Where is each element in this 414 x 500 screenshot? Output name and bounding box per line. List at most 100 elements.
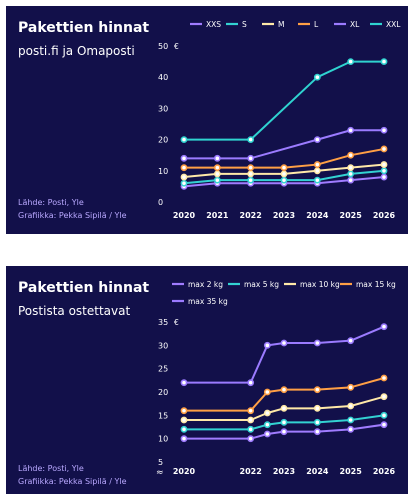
legend-label: L [314, 20, 319, 29]
data-point [280, 164, 288, 172]
data-point [247, 435, 255, 443]
data-point [313, 386, 321, 394]
data-point [280, 170, 288, 178]
data-point [347, 416, 355, 424]
data-point [313, 339, 321, 347]
x-tick-label: 2026 [373, 211, 396, 220]
x-tick-label: 2022 [240, 211, 262, 220]
data-point [380, 58, 388, 65]
data-point [313, 136, 321, 143]
data-point [347, 425, 355, 433]
data-point [380, 411, 388, 419]
x-tick-label: 2024 [306, 211, 329, 220]
x-tick-label: 2023 [273, 467, 295, 476]
x-tick-label: 2024 [306, 467, 329, 476]
credit-text: Grafiikka: Pekka Sipilä / Yle [18, 477, 127, 486]
data-point [347, 58, 355, 65]
y-tick-label: 50 [158, 42, 168, 51]
data-point [213, 170, 221, 178]
y-tick-label: 5 [158, 458, 163, 467]
data-point [213, 176, 221, 184]
data-point [180, 136, 188, 143]
data-point [380, 393, 388, 401]
x-tick-label: 2022 [240, 467, 262, 476]
y-tick-label: 35 [158, 318, 168, 327]
data-point [380, 161, 388, 168]
y-tick-label: 0 [158, 198, 163, 207]
data-point [280, 339, 288, 347]
data-point [247, 154, 255, 162]
y-tick-label: 10 [158, 167, 168, 176]
data-point [347, 170, 355, 178]
data-point [347, 151, 355, 159]
data-point [280, 176, 288, 184]
legend-label: M [278, 20, 284, 29]
data-point [380, 323, 388, 331]
legend-label: XL [350, 20, 360, 29]
legend-label: max 2 kg [188, 280, 223, 289]
legend-label: XXL [386, 20, 401, 29]
data-point [247, 416, 255, 424]
data-point [313, 73, 321, 81]
y-tick-label: 25 [158, 365, 168, 374]
data-point [313, 176, 321, 184]
data-point [180, 435, 188, 443]
legend-label: max 5 kg [244, 280, 279, 289]
series-line [184, 325, 385, 384]
y-tick-label: 40 [158, 73, 168, 82]
data-point [180, 164, 188, 172]
legend-label: XXS [206, 20, 221, 29]
line-chart-2: max 2 kg max 5 kg max 10 kg max 15 kg max 35… [156, 280, 396, 478]
series-line [184, 129, 384, 160]
data-point [247, 379, 255, 387]
data-point [280, 418, 288, 426]
data-point [247, 176, 255, 184]
data-point [263, 341, 271, 349]
data-point [180, 179, 188, 187]
data-point [347, 337, 355, 345]
data-point [180, 154, 188, 162]
data-point [247, 164, 255, 172]
source-credit: Lähde: Posti, Yle Grafiikka: Pekka Sipil… [18, 462, 127, 488]
chart-panel-2: Pakettien hinnat Postista ostettavat Läh… [6, 266, 408, 494]
data-point [263, 421, 271, 429]
axis-break-marker: ≈ [156, 468, 164, 478]
data-point [213, 154, 221, 162]
y-tick-label: 20 [158, 388, 168, 397]
y-tick-label: 15 [158, 411, 168, 420]
data-point [180, 425, 188, 433]
legend-label: max 10 kg [300, 280, 340, 289]
data-point [280, 386, 288, 394]
legend-label: S [242, 20, 247, 29]
data-point [313, 167, 321, 175]
data-point [247, 170, 255, 178]
x-tick-label: 2026 [373, 467, 396, 476]
data-point [347, 126, 355, 134]
data-point [347, 383, 355, 391]
data-point [247, 425, 255, 433]
data-point [247, 136, 255, 143]
data-point [313, 428, 321, 436]
data-point [347, 164, 355, 172]
data-point [313, 418, 321, 426]
series-line [184, 60, 384, 141]
data-point [313, 161, 321, 168]
data-point [247, 407, 255, 415]
x-tick-label: 2020 [173, 211, 196, 220]
x-tick-label: 2025 [340, 211, 363, 220]
x-tick-label: 2020 [173, 467, 196, 476]
x-tick-label: 2023 [273, 211, 295, 220]
data-point [280, 404, 288, 412]
y-unit-label: € [174, 42, 179, 51]
data-point [280, 428, 288, 436]
legend-label: max 35 kg [188, 297, 228, 306]
credit-text: Grafiikka: Pekka Sipilä / Yle [18, 211, 127, 220]
data-point [180, 379, 188, 387]
x-tick-label: 2025 [340, 467, 363, 476]
data-point [180, 407, 188, 415]
data-point [380, 145, 388, 153]
data-point [380, 421, 388, 429]
data-point [263, 409, 271, 417]
chart-title: Pakettien hinnat [18, 20, 150, 36]
y-tick-label: 20 [158, 136, 168, 145]
